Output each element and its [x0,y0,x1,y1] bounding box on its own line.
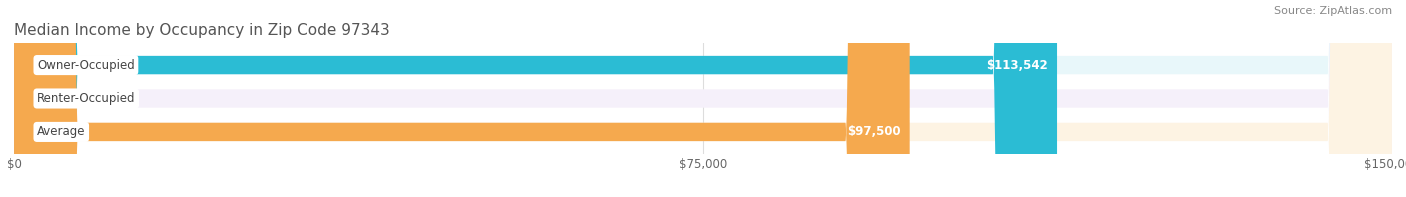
Text: Owner-Occupied: Owner-Occupied [37,59,135,72]
Text: $97,500: $97,500 [846,125,900,138]
Text: $113,542: $113,542 [986,59,1047,72]
Text: Median Income by Occupancy in Zip Code 97343: Median Income by Occupancy in Zip Code 9… [14,23,389,38]
FancyBboxPatch shape [14,0,1057,197]
FancyBboxPatch shape [14,0,910,197]
FancyBboxPatch shape [14,0,1392,197]
Text: Source: ZipAtlas.com: Source: ZipAtlas.com [1274,6,1392,16]
Text: $0: $0 [79,92,93,105]
FancyBboxPatch shape [14,0,60,197]
FancyBboxPatch shape [14,0,1392,197]
Text: Renter-Occupied: Renter-Occupied [37,92,135,105]
FancyBboxPatch shape [14,0,1392,197]
Text: Average: Average [37,125,86,138]
